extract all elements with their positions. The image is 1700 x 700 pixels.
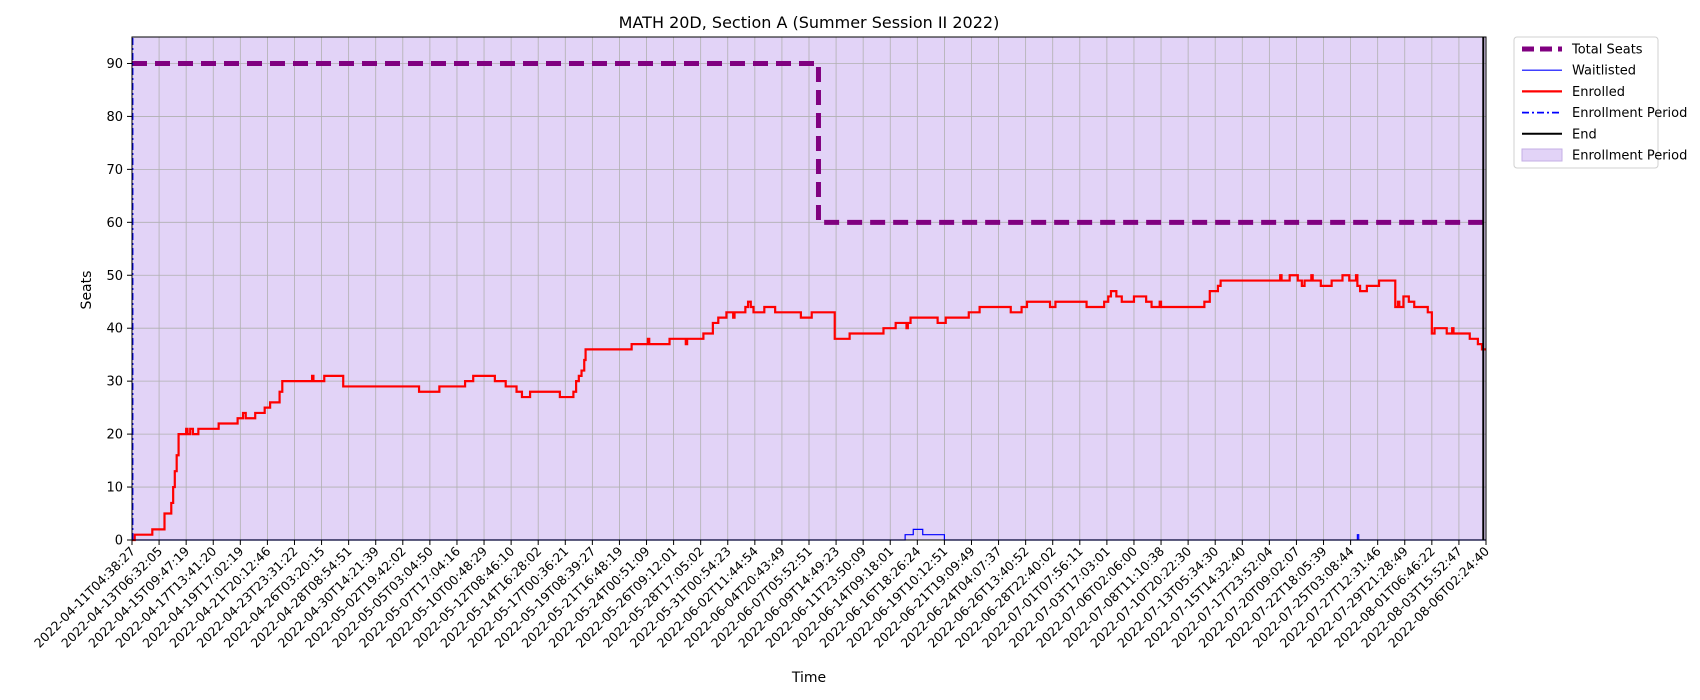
y-tick-label: 90 <box>106 57 123 72</box>
legend: Total Seats Waitlisted Enrolled Enrollment … <box>1513 36 1687 169</box>
series-layer <box>131 37 1486 542</box>
series-total-seats-line <box>132 60 1486 225</box>
legend-label-waitlisted: Waitlisted <box>1572 64 1636 79</box>
x-axis-label: Time <box>791 670 826 686</box>
y-axis-label: Seats <box>79 271 95 310</box>
y-axis: 0 10 20 30 40 50 60 70 80 90 <box>106 57 132 549</box>
legend-label-enrollment-period: Enrollment Period <box>1572 106 1687 121</box>
legend-label-end: End <box>1572 127 1597 142</box>
y-tick-label: 50 <box>106 269 123 284</box>
y-tick-label: 0 <box>115 534 123 549</box>
y-tick-label: 10 <box>106 481 123 496</box>
legend-swatch-enrollment-period <box>1521 148 1563 162</box>
series-waitlisted-line <box>132 528 1486 541</box>
legend-label-enrollment-period: Enrollment Period <box>1572 149 1687 164</box>
y-tick-label: 60 <box>106 216 123 231</box>
grid <box>131 37 1487 541</box>
y-tick-label: 30 <box>106 375 123 390</box>
series-enrolled-line <box>132 274 1486 542</box>
legend-label-total-seats: Total Seats <box>1571 43 1643 58</box>
y-tick-label: 40 <box>106 322 123 337</box>
chart-title: MATH 20D, Section A (Summer Session II 2… <box>619 13 1000 32</box>
x-axis: 2022-04-11T04:38:272022-04-13T06:32:0520… <box>31 540 1492 651</box>
y-tick-label: 70 <box>106 163 123 178</box>
y-tick-label: 20 <box>106 428 123 443</box>
legend-label-enrolled: Enrolled <box>1572 85 1625 100</box>
y-tick-label: 80 <box>106 110 123 125</box>
